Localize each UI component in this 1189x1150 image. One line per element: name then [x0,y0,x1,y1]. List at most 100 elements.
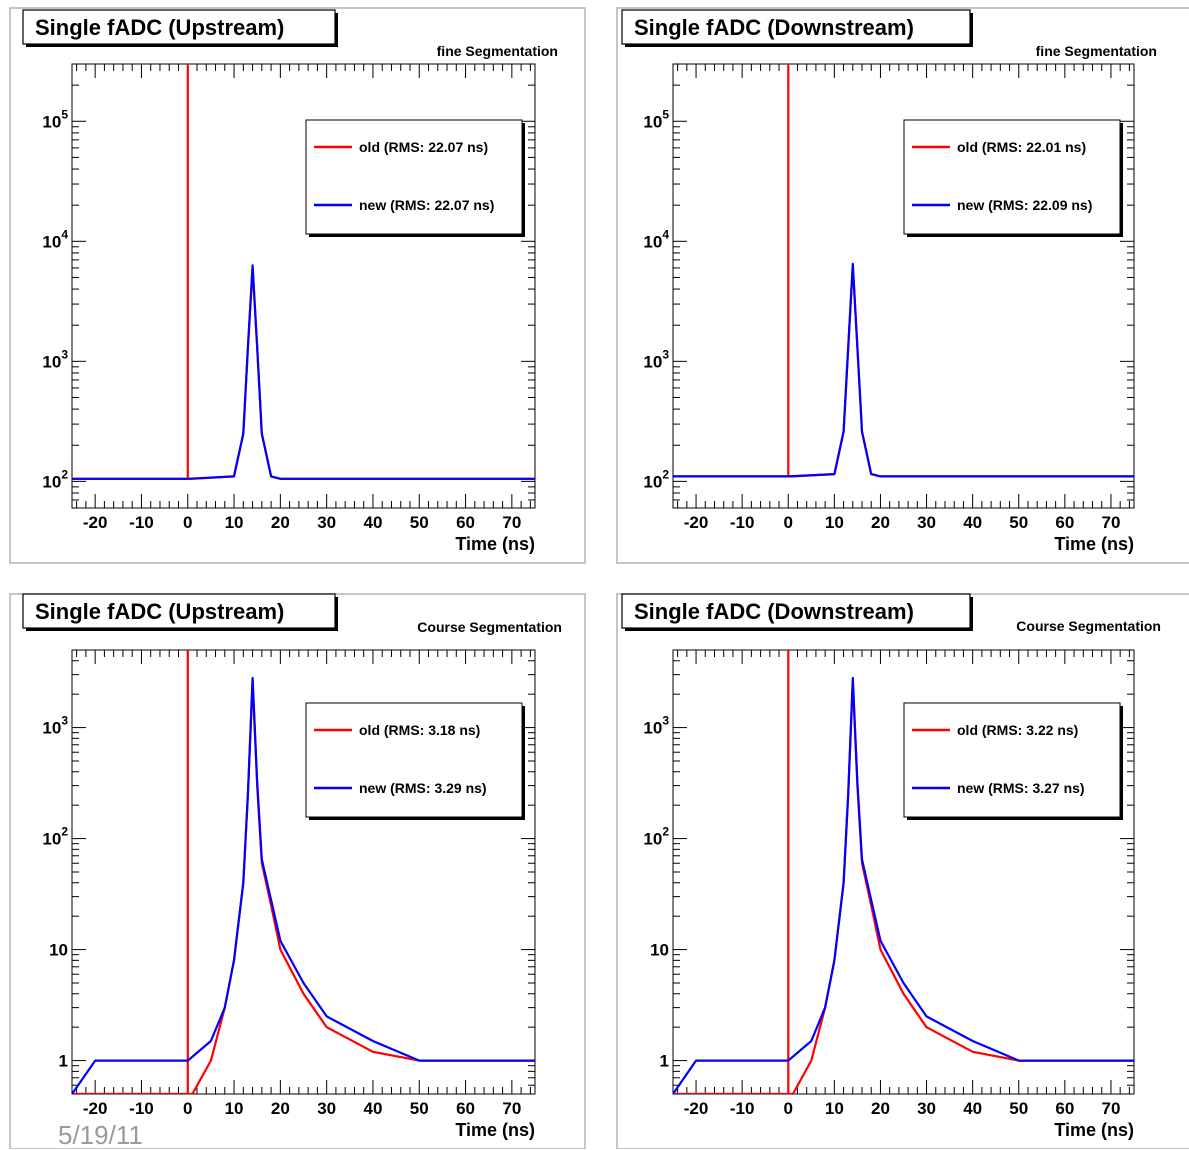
y-tick-label: 102 [42,467,68,491]
y-tick-label: 10 [49,941,68,960]
chart-title: Single fADC (Upstream) [35,599,284,624]
x-tick-label: 50 [1009,1099,1028,1118]
series-group [72,64,535,480]
x-tick-label: 70 [1101,513,1120,532]
y-tick-label: 103 [42,347,68,371]
x-tick-label: -20 [684,513,709,532]
y-tick-base: 10 [643,352,662,371]
series-line-new [673,262,1134,478]
legend-label: new (RMS: 3.27 ns) [957,780,1085,796]
y-tick-base: 10 [49,941,68,960]
x-tick-label: 70 [1101,1099,1120,1118]
x-tick-label: 10 [225,513,244,532]
footer-date: 5/19/11 [58,1120,143,1150]
series-line-new [72,676,535,1094]
chart-subtitle: fine Segmentation [437,43,558,59]
y-tick-base: 10 [42,232,61,251]
x-tick-label: -20 [83,513,108,532]
x-tick-label: 20 [871,513,890,532]
x-tick-label: 60 [1055,1099,1074,1118]
x-tick-label: 50 [1009,513,1028,532]
y-tick-label: 105 [42,107,68,131]
x-tick-label: -20 [83,1099,108,1118]
x-axis-title: Time (ns) [1054,1120,1134,1140]
y-tick-label: 102 [42,825,68,849]
title-box [22,593,336,629]
x-tick-label: 30 [917,513,936,532]
x-axis-title: Time (ns) [1054,534,1134,554]
y-tick-exponent: 4 [61,227,68,241]
y-tick-base: 10 [42,112,61,131]
title-box [22,9,336,45]
axis-ticks [72,63,535,509]
x-tick-label: -10 [129,513,154,532]
legend-box [903,702,1121,818]
y-tick-exponent: 2 [61,467,68,481]
y-tick-label: 102 [643,825,669,849]
x-tick-label: 20 [871,1099,890,1118]
x-tick-label: 40 [363,513,382,532]
y-tick-base: 1 [59,1052,68,1071]
x-tick-label: 40 [363,1099,382,1118]
x-tick-label: 50 [410,513,429,532]
x-tick-label: -20 [684,1099,709,1118]
y-tick-base: 10 [42,719,61,738]
y-tick-base: 10 [42,472,61,491]
series-line-new [673,676,1134,1094]
y-tick-label: 1 [59,1052,68,1071]
y-tick-base: 10 [643,112,662,131]
y-tick-exponent: 5 [61,107,68,121]
x-axis-title: Time (ns) [455,1120,535,1140]
x-tick-label: 10 [825,1099,844,1118]
legend-box [305,702,523,818]
y-tick-label: 103 [643,347,669,371]
series-group [673,64,1134,478]
series-group [673,650,1134,1094]
y-tick-label: 104 [643,227,669,251]
y-tick-base: 10 [643,232,662,251]
y-tick-exponent: 3 [662,347,669,361]
y-tick-exponent: 2 [61,825,68,839]
axis-ticks [673,63,1134,509]
x-axis-title: Time (ns) [455,534,535,554]
legend-label: old (RMS: 22.07 ns) [359,139,488,155]
y-tick-exponent: 2 [662,467,669,481]
legend-label: old (RMS: 3.22 ns) [957,722,1078,738]
x-tick-label: 0 [784,1099,793,1118]
y-tick-label: 1 [660,1052,669,1071]
legend-box [305,119,523,235]
x-tick-label: 20 [271,513,290,532]
y-tick-label: 103 [42,714,68,738]
series-line-new [72,264,535,480]
series-group [72,650,535,1094]
x-tick-label: 30 [917,1099,936,1118]
x-tick-label: 20 [271,1099,290,1118]
x-tick-label: 10 [825,513,844,532]
y-tick-base: 1 [660,1052,669,1071]
y-tick-label: 10 [650,941,669,960]
chart-subtitle: fine Segmentation [1036,43,1157,59]
y-tick-base: 10 [42,830,61,849]
legend-label: new (RMS: 3.29 ns) [359,780,487,796]
x-tick-label: 60 [456,513,475,532]
x-tick-label: 60 [1055,513,1074,532]
x-tick-label: 30 [317,1099,336,1118]
y-tick-exponent: 3 [662,714,669,728]
x-tick-label: 30 [317,513,336,532]
chart-title: Single fADC (Downstream) [634,15,914,40]
x-tick-label: 70 [502,513,521,532]
legend-label: new (RMS: 22.07 ns) [359,197,494,213]
y-tick-base: 10 [650,941,669,960]
x-tick-label: 50 [410,1099,429,1118]
x-tick-label: -10 [730,513,755,532]
chart-subtitle: Course Segmentation [417,619,562,635]
y-tick-base: 10 [643,830,662,849]
chart-title: Single fADC (Upstream) [35,15,284,40]
x-tick-label: 40 [963,1099,982,1118]
title-box [621,9,971,45]
title-box [621,593,971,629]
